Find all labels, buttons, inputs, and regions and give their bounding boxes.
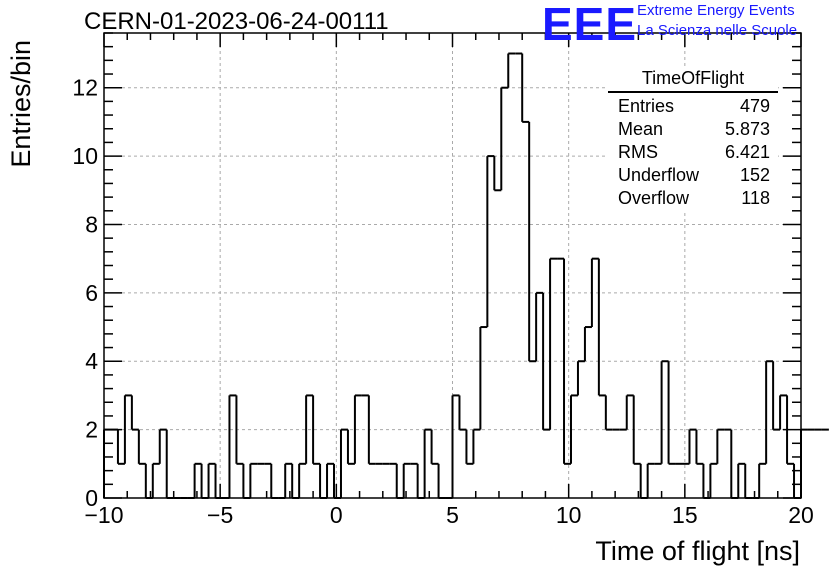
stats-value: 6.421 bbox=[724, 142, 770, 162]
y-tick-label: 2 bbox=[85, 417, 98, 443]
stats-row-underflow: Underflow 152 bbox=[608, 164, 778, 187]
y-tick-label: 0 bbox=[85, 485, 98, 511]
y-tick-label: 6 bbox=[85, 280, 98, 306]
x-tick-label: 20 bbox=[788, 502, 814, 528]
stats-value: 152 bbox=[739, 165, 770, 185]
axis-ticks bbox=[103, 32, 802, 499]
stats-value: 118 bbox=[741, 188, 770, 208]
stats-label: Overflow bbox=[618, 188, 690, 208]
y-tick-label: 12 bbox=[72, 75, 98, 101]
logo-line-1: Extreme Energy Events bbox=[637, 2, 795, 19]
stats-title: TimeOfFlight bbox=[608, 68, 778, 93]
stats-label: RMS bbox=[618, 142, 658, 162]
stats-label: Mean bbox=[618, 119, 664, 139]
stats-row-rms: RMS 6.421 bbox=[608, 141, 778, 164]
stats-label: Entries bbox=[618, 96, 675, 116]
x-tick-label: 15 bbox=[672, 502, 698, 528]
stats-value: 5.873 bbox=[724, 119, 770, 139]
y-tick-labels: 0 2 4 6 8 10 12 bbox=[72, 75, 98, 511]
x-tick-label: −10 bbox=[84, 502, 123, 528]
stats-row-mean: Mean 5.873 bbox=[608, 118, 778, 141]
y-tick-label: 4 bbox=[85, 348, 98, 374]
stats-row-overflow: Overflow 118 bbox=[608, 187, 778, 210]
x-tick-label: 10 bbox=[556, 502, 582, 528]
x-tick-labels: −10 −5 0 5 10 15 20 bbox=[84, 502, 813, 528]
logo-line-2: La Scienza nelle Scuole bbox=[637, 22, 798, 39]
x-tick-label: 0 bbox=[330, 502, 343, 528]
stats-value: 479 bbox=[739, 96, 770, 116]
stats-label: Underflow bbox=[618, 165, 700, 185]
y-axis-label: Entries/bin bbox=[6, 40, 36, 168]
y-tick-label: 10 bbox=[72, 143, 98, 169]
run-title: CERN-01-2023-06-24-00111 bbox=[84, 8, 389, 35]
x-tick-label: −5 bbox=[207, 502, 233, 528]
stats-box: TimeOfFlight Entries 479 Mean 5.873 RMS … bbox=[608, 68, 778, 210]
eee-logo: EEE bbox=[542, 0, 638, 50]
y-tick-label: 8 bbox=[85, 211, 98, 237]
x-tick-label: 5 bbox=[446, 502, 459, 528]
x-axis-label: Time of flight [ns] bbox=[595, 536, 800, 566]
stats-row-entries: Entries 479 bbox=[608, 95, 778, 118]
